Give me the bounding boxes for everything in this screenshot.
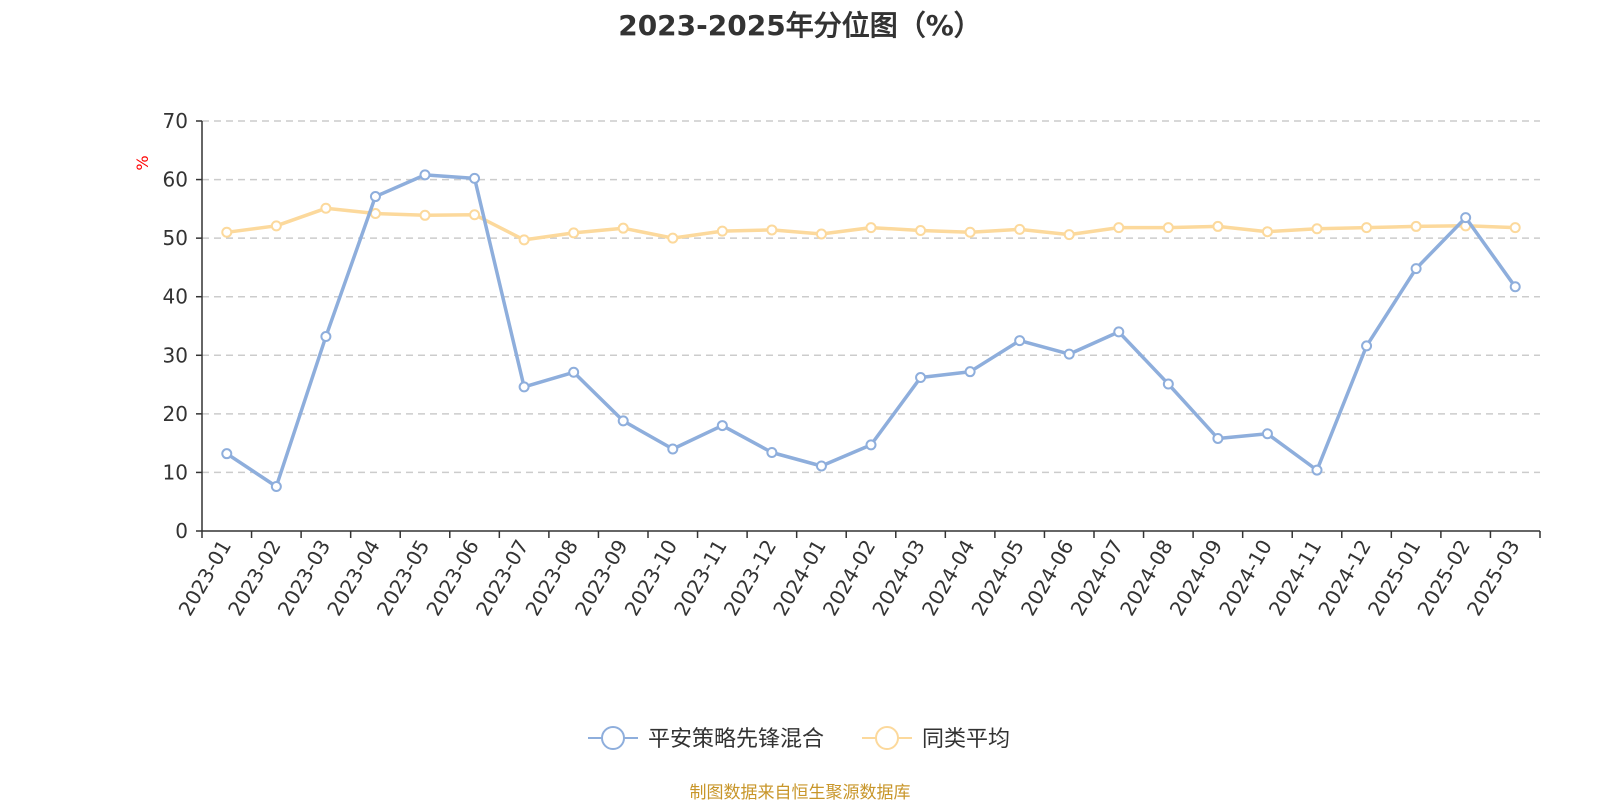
data-point (617, 222, 629, 234)
data-point (915, 225, 927, 237)
data-point (469, 209, 481, 221)
data-point (617, 415, 629, 427)
data-point (1261, 226, 1273, 238)
data-point (1410, 220, 1422, 232)
data-point (1162, 378, 1174, 390)
data-point (369, 191, 381, 203)
data-point (1509, 222, 1521, 234)
y-tick-label: 70 (163, 109, 188, 133)
data-point (964, 366, 976, 378)
legend[interactable]: 平安策略先锋混合 同类平均 (588, 726, 1010, 752)
data-point (766, 224, 778, 236)
data-point (1410, 263, 1422, 275)
y-tick-label: 40 (163, 285, 188, 309)
axes: % (133, 120, 1541, 538)
data-point (716, 420, 728, 432)
data-point (667, 232, 679, 244)
grid-lines (202, 120, 1540, 474)
legend-marker-icon (601, 726, 625, 750)
data-point (1212, 432, 1224, 444)
data-point (568, 366, 580, 378)
x-tick-labels: 2023-012023-022023-032023-042023-052023-… (174, 536, 1525, 620)
data-point (469, 172, 481, 184)
data-point (1113, 326, 1125, 338)
data-point (1311, 223, 1323, 235)
data-point (1014, 223, 1026, 235)
data-point (419, 169, 431, 181)
data-point (1063, 348, 1075, 360)
data-point (716, 225, 728, 237)
legend-item[interactable]: 同类平均 (862, 726, 1010, 752)
data-point (865, 439, 877, 451)
y-tick-label: 0 (175, 519, 188, 543)
data-point (964, 226, 976, 238)
data-point (270, 220, 282, 232)
y-axis-label: % (133, 155, 152, 170)
y-tick-label: 50 (163, 226, 188, 250)
data-point (221, 226, 233, 238)
data-point (1460, 212, 1472, 224)
legend-label: 同类平均 (922, 727, 1010, 752)
y-tick-label: 30 (163, 343, 188, 367)
data-point (1361, 340, 1373, 352)
data-point (419, 209, 431, 221)
data-point (320, 331, 332, 343)
y-tick-labels: 0 10 20 30 40 50 60 70 (163, 109, 188, 543)
y-tick-label: 20 (163, 402, 188, 426)
legend-marker-icon (875, 726, 899, 750)
data-point (1311, 464, 1323, 476)
data-point (815, 228, 827, 240)
data-source-note: 制图数据来自恒生聚源数据库 (689, 783, 911, 803)
data-point (1063, 229, 1075, 241)
data-point (518, 381, 530, 393)
data-point (865, 222, 877, 234)
legend-label: 平安策略先锋混合 (648, 727, 824, 752)
data-point (1509, 281, 1521, 293)
data-point (766, 447, 778, 459)
chart-title: 2023-2025年分位图（%） (618, 9, 982, 42)
data-point (667, 443, 679, 455)
y-tick-label: 60 (163, 168, 188, 192)
data-point (815, 460, 827, 472)
data-point (568, 227, 580, 239)
data-point (1014, 335, 1026, 347)
data-point (1162, 222, 1174, 234)
data-point (1113, 222, 1125, 234)
data-point (270, 480, 282, 492)
data-point (1261, 428, 1273, 440)
data-point (518, 234, 530, 246)
data-point (1212, 220, 1224, 232)
data-point (915, 372, 927, 384)
data-point (1361, 222, 1373, 234)
series-lines (221, 169, 1521, 492)
legend-item[interactable]: 平安策略先锋混合 (588, 726, 824, 752)
data-point (320, 202, 332, 214)
data-point (221, 448, 233, 460)
y-tick-label: 10 (163, 460, 188, 484)
